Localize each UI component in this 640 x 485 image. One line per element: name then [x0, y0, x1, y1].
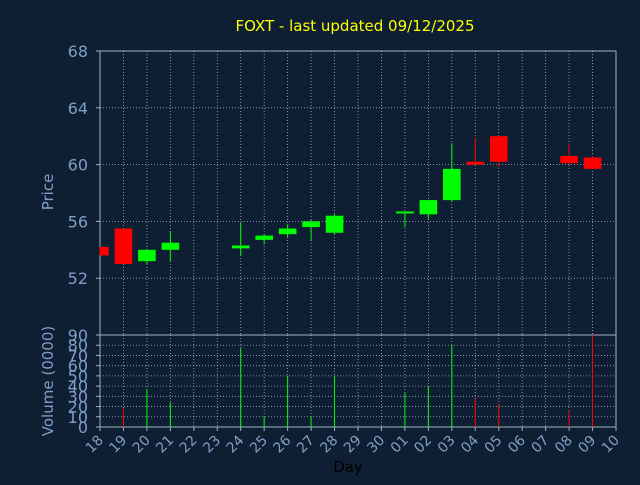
- x-tick-label: 21: [153, 433, 177, 457]
- candle-body: [489, 136, 508, 162]
- x-tick-label: 27: [294, 433, 318, 457]
- price-tick-label: 52: [68, 269, 88, 288]
- volume-tick-label: 40: [68, 377, 88, 396]
- candle: [560, 143, 578, 165]
- chart-title: FOXT - last updated 09/12/2025: [235, 17, 474, 35]
- volume-tick-label: 80: [68, 336, 88, 355]
- x-tick-label: 28: [317, 433, 341, 457]
- candle: [99, 246, 109, 256]
- x-tick-label: 26: [271, 432, 295, 456]
- x-tick-label: 25: [247, 433, 271, 457]
- candle-body: [255, 235, 273, 240]
- x-tick-label: 24: [224, 432, 248, 456]
- x-tick-label: 10: [599, 433, 623, 457]
- volume-axis-label: Volume (0000): [39, 326, 57, 436]
- x-tick-label: 06: [505, 432, 529, 456]
- candle-body: [302, 221, 320, 228]
- x-tick-label: 03: [435, 433, 459, 457]
- price-tick-label: 60: [68, 156, 88, 175]
- volume-tick-label: 30: [68, 387, 88, 406]
- candle: [396, 211, 414, 228]
- candle-body: [161, 242, 180, 250]
- price-tick-label: 64: [68, 99, 88, 118]
- candle-body: [278, 228, 297, 235]
- price-axis-label: Price: [39, 174, 57, 211]
- candle-body: [396, 211, 414, 214]
- candle: [489, 136, 508, 168]
- candle-body: [560, 156, 578, 164]
- candle: [278, 224, 297, 238]
- candle: [161, 231, 180, 262]
- candle: [302, 219, 320, 242]
- volume-tick-label: 50: [68, 367, 88, 386]
- candle: [325, 214, 344, 235]
- x-tick-label: 22: [177, 433, 201, 457]
- x-axis-label: Day: [333, 458, 363, 476]
- candle-body: [419, 200, 438, 215]
- x-tick-label: 09: [575, 433, 599, 457]
- candle-body: [138, 249, 156, 262]
- candle: [419, 200, 438, 219]
- volume-tick-label: 10: [68, 408, 88, 427]
- candle: [138, 249, 156, 264]
- candle-body: [114, 228, 133, 264]
- candle: [466, 137, 485, 165]
- x-tick-labels: 18 19 20 21 22 23 24 25 26 27 28 29 30 01 02 03 04 05 06 07…: [83, 427, 623, 456]
- candle: [443, 143, 461, 202]
- x-tick-label: 01: [388, 433, 412, 457]
- x-tick-label: 23: [200, 433, 224, 457]
- price-tick-label: 56: [68, 212, 88, 231]
- x-tick-label: 07: [529, 433, 553, 457]
- candle: [231, 222, 250, 256]
- x-tick-label: 02: [411, 433, 435, 457]
- x-tick-label: 20: [130, 433, 154, 457]
- volume-tick-label: 60: [68, 357, 88, 376]
- candle: [114, 228, 133, 264]
- volume-tick-label: 20: [68, 398, 88, 417]
- x-tick-label: 19: [106, 433, 130, 457]
- candle: [583, 156, 602, 169]
- candle-body: [100, 246, 109, 256]
- volume-tick-label: 90: [68, 326, 88, 345]
- price-tick-label: 68: [68, 42, 88, 61]
- candle-body: [466, 161, 485, 165]
- volume-tick-label: 0: [78, 418, 88, 437]
- candle-body: [443, 168, 461, 201]
- x-tick-label: 04: [458, 432, 482, 456]
- candle: [255, 234, 273, 245]
- volume-tick-label: 70: [68, 346, 88, 365]
- x-tick-label: 30: [364, 433, 388, 457]
- price-panel: 52 56 60 64 68: [68, 42, 617, 336]
- candle-body: [231, 245, 250, 249]
- x-tick-label: 05: [482, 433, 506, 457]
- x-tick-label: 29: [341, 433, 365, 457]
- candle-body: [583, 157, 602, 169]
- candle-body: [325, 215, 344, 233]
- x-tick-label: 08: [552, 433, 576, 457]
